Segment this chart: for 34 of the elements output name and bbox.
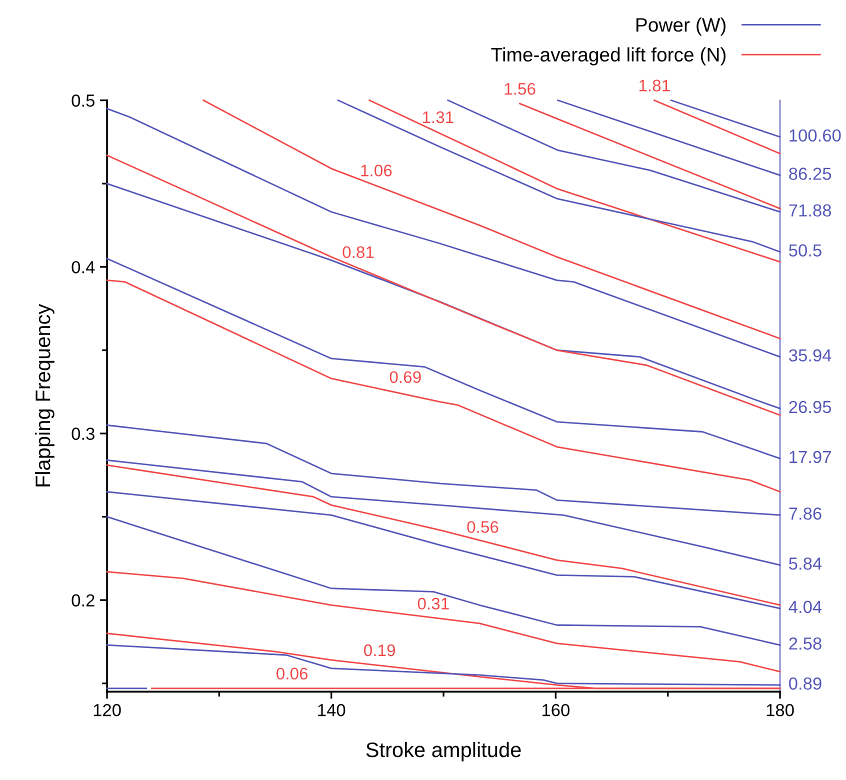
annotation: 0.69 — [390, 371, 421, 383]
annotation: 0.89 — [789, 677, 822, 690]
annotation: 86.25 — [789, 168, 832, 180]
x-tick-label: 140 — [318, 704, 346, 716]
annotation: 1.81 — [639, 80, 670, 92]
y-tick-label: 0.4 — [72, 261, 95, 274]
annotation: 26.95 — [789, 400, 832, 414]
annotation: 1.31 — [422, 111, 454, 124]
annotation: 7.86 — [789, 507, 822, 520]
legend-label: Power (W) — [636, 18, 726, 36]
annotation: 0.81 — [342, 246, 374, 258]
annotation: 50.5 — [789, 244, 822, 257]
legend-label: Time-averaged lift force (N) — [491, 47, 726, 66]
annotation: 0.06 — [276, 668, 308, 680]
annotation: 4.04 — [788, 600, 822, 614]
annotation: 1.56 — [504, 82, 536, 95]
y-tick-label: 0.3 — [72, 428, 94, 440]
annotation: 100.60 — [790, 129, 841, 142]
annotation: 71.88 — [789, 204, 832, 217]
annotation: 0.56 — [467, 521, 498, 533]
y-axis-title: Flapping Frequency — [34, 304, 54, 486]
annotation: 2.58 — [789, 637, 822, 650]
annotation: 0.19 — [364, 644, 396, 656]
y-tick-label: 0.5 — [72, 94, 94, 107]
annotation: 0.31 — [418, 598, 449, 610]
x-tick-label: 180 — [766, 704, 794, 716]
y-tick-label: 0.2 — [72, 594, 94, 607]
annotation: 5.84 — [789, 557, 822, 570]
x-tick-label: 160 — [542, 704, 570, 716]
x-tick-label: 120 — [94, 704, 121, 716]
annotation: 1.06 — [361, 164, 392, 176]
annotation: 17.97 — [790, 450, 831, 464]
x-axis-title: Stroke amplitude — [366, 742, 521, 762]
annotation: 35.94 — [789, 349, 832, 362]
